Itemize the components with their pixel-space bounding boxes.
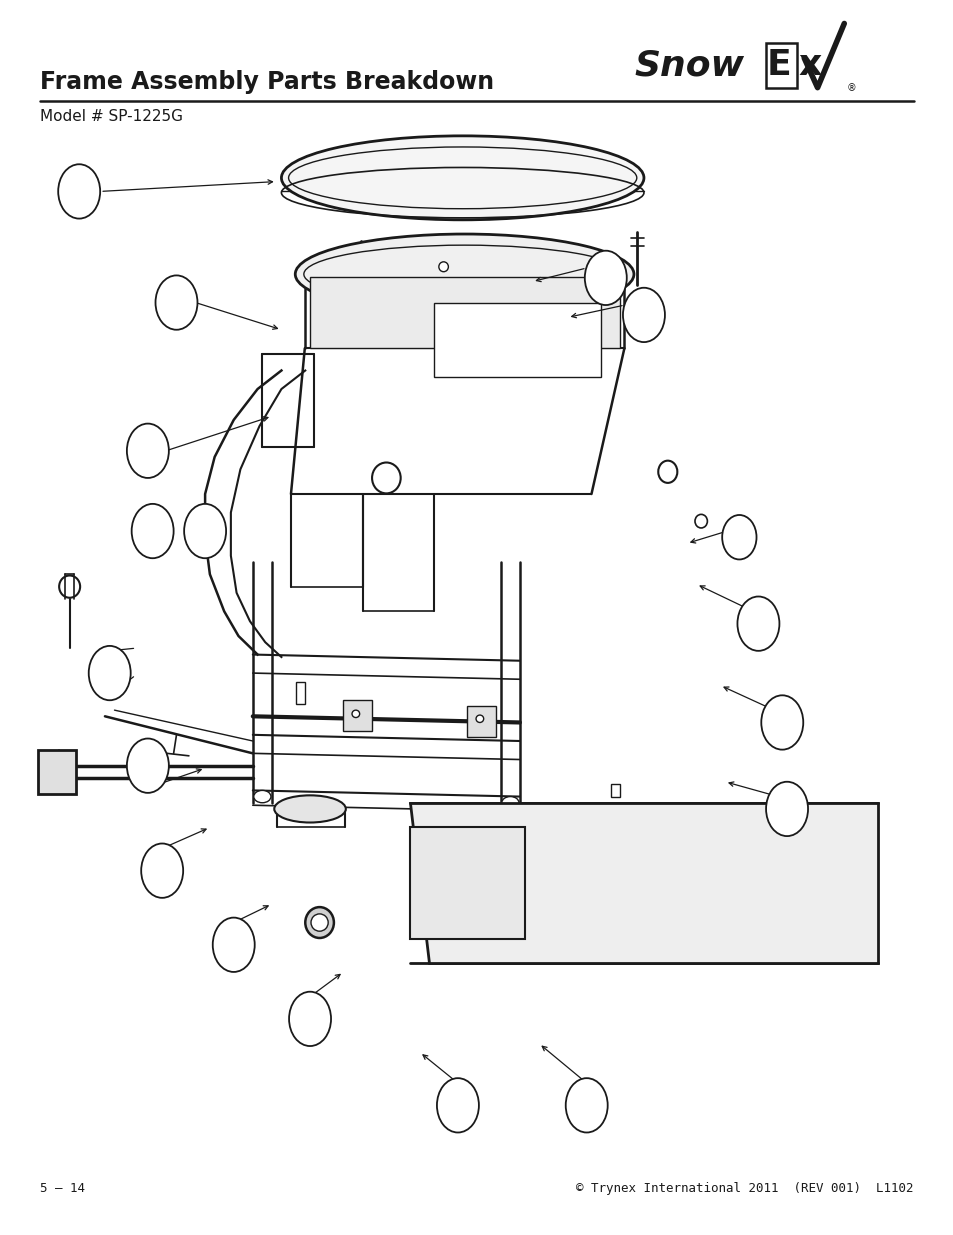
Circle shape (58, 164, 100, 219)
Ellipse shape (372, 463, 400, 494)
Bar (295, 682, 305, 704)
Circle shape (760, 695, 802, 750)
Circle shape (213, 918, 254, 972)
Ellipse shape (281, 136, 643, 220)
Circle shape (155, 275, 197, 330)
Text: Snow: Snow (634, 48, 743, 83)
Ellipse shape (294, 233, 633, 315)
Ellipse shape (305, 906, 334, 939)
Circle shape (436, 1078, 478, 1132)
Bar (765, 43, 796, 88)
Text: E: E (766, 48, 791, 83)
Bar (309, 277, 618, 348)
Ellipse shape (352, 710, 359, 718)
Text: Model # SP-1225G: Model # SP-1225G (40, 109, 183, 124)
Circle shape (721, 515, 756, 559)
Circle shape (89, 646, 131, 700)
Ellipse shape (501, 797, 518, 809)
Ellipse shape (658, 461, 677, 483)
Polygon shape (410, 803, 877, 963)
Circle shape (584, 251, 626, 305)
Bar (434, 303, 600, 377)
Bar (610, 784, 619, 797)
Circle shape (737, 597, 779, 651)
Circle shape (132, 504, 173, 558)
Circle shape (127, 739, 169, 793)
Text: Frame Assembly Parts Breakdown: Frame Assembly Parts Breakdown (40, 70, 494, 94)
Bar (410, 827, 524, 939)
Ellipse shape (311, 914, 328, 931)
Circle shape (622, 288, 664, 342)
Ellipse shape (476, 715, 483, 722)
Text: x: x (798, 48, 821, 83)
Circle shape (289, 992, 331, 1046)
Bar (343, 700, 372, 731)
Circle shape (184, 504, 226, 558)
Circle shape (127, 424, 169, 478)
Text: ®: ® (845, 83, 855, 93)
Text: © Trynex International 2011  (REV 001)  L1102: © Trynex International 2011 (REV 001) L1… (576, 1182, 913, 1194)
Text: 5 – 14: 5 – 14 (40, 1182, 85, 1194)
Ellipse shape (438, 262, 448, 272)
Bar (38, 750, 76, 794)
Circle shape (565, 1078, 607, 1132)
Ellipse shape (253, 790, 271, 803)
Circle shape (765, 782, 807, 836)
Ellipse shape (274, 795, 345, 823)
Circle shape (141, 844, 183, 898)
Bar (467, 706, 496, 737)
Ellipse shape (694, 515, 707, 529)
